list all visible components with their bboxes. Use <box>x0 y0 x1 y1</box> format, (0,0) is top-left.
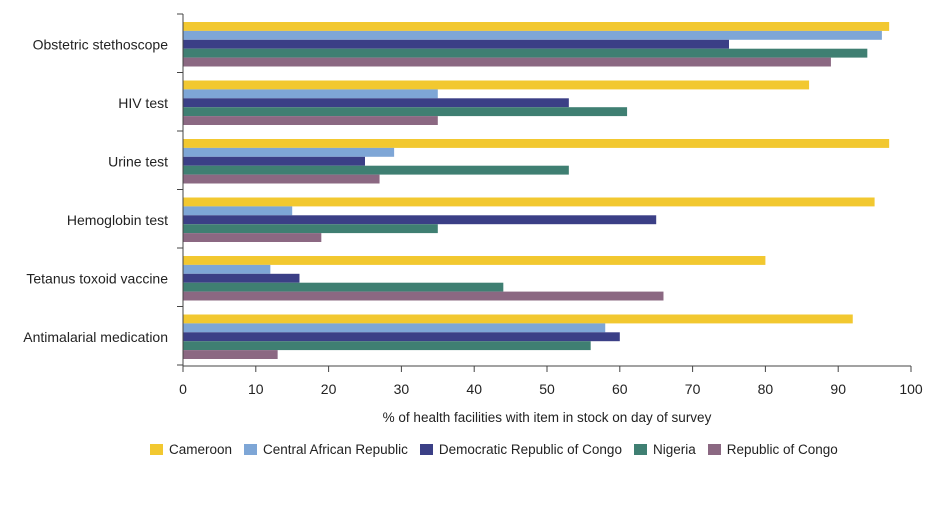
x-tick-label: 20 <box>321 381 337 397</box>
bar-5-1 <box>183 256 766 265</box>
category-label: HIV test <box>118 95 168 111</box>
x-tick-label: 0 <box>179 381 187 397</box>
bar-2-5 <box>183 116 438 125</box>
legend-swatch <box>707 444 721 455</box>
x-tick-label: 100 <box>899 381 923 397</box>
legend-item: Cameroon <box>150 442 232 457</box>
category-label: Obstetric stethoscope <box>33 36 169 52</box>
bar-4-3 <box>183 215 657 225</box>
bar-4-5 <box>183 233 322 242</box>
bar-5-5 <box>183 291 664 301</box>
legend-label: Democratic Republic of Congo <box>438 442 622 457</box>
legend-item: Nigeria <box>633 442 696 457</box>
x-tick-label: 40 <box>466 381 482 397</box>
bar-6-3 <box>183 332 620 342</box>
legend-swatch <box>633 444 647 455</box>
category-label: Tetanus toxoid vaccine <box>26 270 168 286</box>
legend-label: Republic of Congo <box>726 442 838 457</box>
bar-2-3 <box>183 98 569 108</box>
x-tick-label: 60 <box>612 381 628 397</box>
legend-item: Republic of Congo <box>707 442 838 457</box>
x-tick-label: 30 <box>394 381 410 397</box>
category-label: Antimalarial medication <box>23 329 168 345</box>
legend-label: Nigeria <box>652 442 696 457</box>
legend-swatch <box>244 444 258 455</box>
bar-1-3 <box>183 39 729 49</box>
bar-1-5 <box>183 57 831 67</box>
x-tick-label: 80 <box>758 381 774 397</box>
legend-swatch <box>419 444 433 455</box>
legend-swatch <box>150 444 163 455</box>
bar-6-5 <box>183 350 278 359</box>
x-tick-label: 70 <box>685 381 701 397</box>
bar-5-3 <box>183 273 300 283</box>
bar-6-1 <box>183 314 853 324</box>
bar-3-3 <box>183 156 365 166</box>
legend-item: Central African Republic <box>244 442 408 457</box>
bar-4-1 <box>183 197 875 207</box>
bar-1-1 <box>183 22 890 31</box>
bar-3-5 <box>183 174 380 184</box>
legend: Cameroon Central African Republic Democrat… <box>150 442 850 457</box>
bar-3-2 <box>183 147 395 157</box>
x-axis-title: % of health facilities with item in stoc… <box>383 410 712 425</box>
bar-2-1 <box>183 80 810 90</box>
axes-group: Obstetric stethoscope HIV test Urine test H… <box>23 13 923 397</box>
bar-6-2 <box>183 323 606 333</box>
x-tick-label: 50 <box>539 381 555 397</box>
bar-4-2 <box>183 206 293 216</box>
bar-3-1 <box>183 139 890 148</box>
x-tick-label: 10 <box>248 381 264 397</box>
legend-label: Cameroon <box>169 442 233 457</box>
category-label: Hemoglobin test <box>67 212 168 228</box>
bar-2-2 <box>183 89 438 99</box>
bar-2-4 <box>183 107 628 117</box>
category-label: Urine test <box>108 153 168 169</box>
bar-5-4 <box>183 282 504 292</box>
bar-3-4 <box>183 165 569 175</box>
bar-4-4 <box>183 224 438 234</box>
bar-5-2 <box>183 264 271 274</box>
bar-1-4 <box>183 48 868 58</box>
bar-1-2 <box>183 30 882 40</box>
x-tick-label: 90 <box>830 381 846 397</box>
bar-6-4 <box>183 341 591 351</box>
bars-group <box>183 22 890 359</box>
legend-item: Democratic Republic of Congo <box>419 442 622 457</box>
legend-label: Central African Republic <box>263 442 408 457</box>
